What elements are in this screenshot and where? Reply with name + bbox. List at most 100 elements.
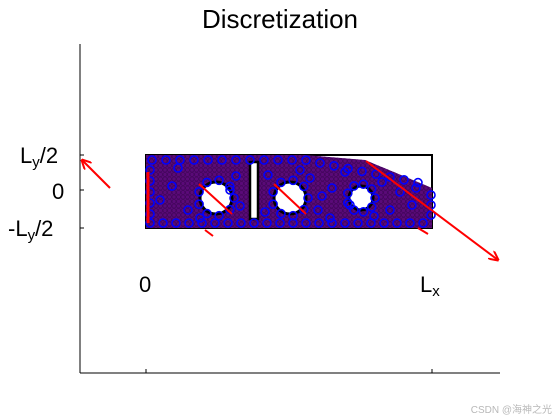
node-marker [353,218,363,228]
hole-3 [347,184,375,212]
node-marker [229,193,239,203]
slot [248,160,260,221]
node-marker [184,218,194,228]
node-marker [194,199,204,209]
node-marker [329,161,339,171]
node-marker [236,218,246,228]
hole-1-lower-tick [204,229,214,237]
node-marker [273,155,283,165]
node-marker [315,158,325,168]
arrow-right [365,160,498,260]
node-marker [235,201,245,211]
node-marker [305,173,315,183]
y-label-bottom: -Ly/2 [8,216,54,244]
arrow-left [82,160,111,189]
node-marker [145,209,155,219]
node-marker [275,218,285,228]
node-marker [407,200,417,210]
node-marker [197,218,207,228]
node-marker [231,171,241,181]
node-marker [167,181,177,191]
hole-2-force-line [273,183,307,215]
y-label-mid: 0 [52,179,65,204]
node-marker [145,176,155,186]
node-marker [411,183,421,193]
node-marker [413,177,423,188]
node-marker [147,155,157,165]
node-marker [214,210,224,221]
node-marker [298,204,309,215]
node-marker [214,175,224,186]
node-marker [340,218,350,228]
node-marker [276,208,286,219]
node-marker [295,165,305,175]
node-marker [327,183,337,193]
node-marker [173,163,183,173]
node-marker [342,188,353,198]
figure-title: Discretization [201,4,359,34]
node-marker [161,155,171,165]
node-marker [231,155,241,165]
node-marker [203,155,213,165]
node-marker [225,185,235,195]
node-marker [371,169,381,179]
node-marker [194,187,204,197]
node-marker [287,155,297,165]
node-marker [358,179,369,189]
node-marker [171,218,181,228]
node-marker [217,155,227,165]
x-label-lx: Lx [420,272,440,300]
node-marker [259,155,269,165]
node-marker [366,202,377,212]
node-markers [145,155,436,228]
node-marker [223,218,233,228]
node-marker [395,187,405,197]
node-marker [202,177,212,188]
hole-1-force-line [198,183,233,215]
node-marker [183,205,193,215]
node-marker [405,218,415,228]
node-marker [327,218,337,228]
node-marker [340,167,350,177]
node-marker [369,211,379,221]
node-marker [301,218,311,228]
node-marker [210,218,220,228]
node-marker [358,207,369,217]
node-marker [379,218,389,228]
node-marker [313,205,323,215]
node-marker [418,218,428,228]
node-marker [202,208,212,219]
node-marker [325,213,335,223]
node-marker [276,177,286,188]
node-marker [145,198,155,208]
node-marker [145,165,155,175]
node-marker [225,181,235,192]
node-marker [288,210,298,221]
node-marker [288,175,298,186]
node-marker [301,155,311,165]
node-marker [145,218,155,228]
node-marker [357,166,367,177]
node-marker [298,181,309,192]
node-marker [385,205,395,215]
node-marker [262,218,272,228]
node-marker [303,193,313,203]
node-marker [377,177,387,187]
watermark: CSDN @海神之光 [470,405,552,416]
node-marker [399,175,409,185]
x-label-zero: 0 [139,272,152,297]
node-marker [317,191,327,201]
node-marker [245,155,255,165]
node-marker [158,218,168,228]
node-marker [314,218,324,228]
node-marker [349,181,359,191]
node-marker [370,193,380,203]
node-marker [145,187,155,197]
node-marker [155,195,165,205]
y-label-top: Ly/2 [20,143,59,171]
node-marker [268,199,278,209]
right-lower-tick [417,227,429,235]
node-marker [345,200,355,210]
node-marker [189,155,199,165]
